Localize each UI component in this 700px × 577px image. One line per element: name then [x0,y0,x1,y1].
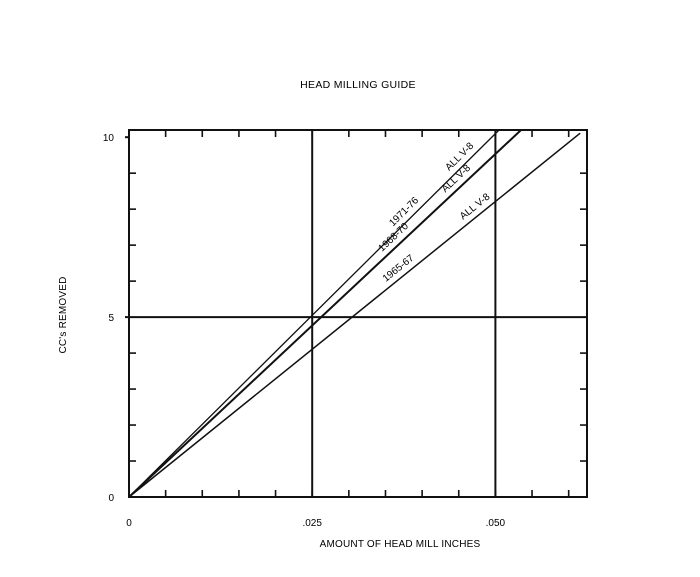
y-tick-label-2: 10 [103,133,115,144]
chart-title: HEAD MILLING GUIDE [300,79,416,91]
y-axis-label: CC's REMOVED [58,276,69,353]
y-tick-label-1: 5 [108,313,114,324]
x-tick-label-2: .050 [486,518,506,529]
series-line-1 [128,129,523,498]
x-axis-label: AMOUNT OF HEAD MILL INCHES [320,539,481,550]
x-tick-label-0: 0 [126,518,132,529]
x-tick-label-1: .025 [302,518,322,529]
plot-frame [128,129,588,498]
y-tick-label-0: 0 [108,493,114,504]
series-line-2 [128,132,581,498]
series-line-0 [128,129,500,498]
